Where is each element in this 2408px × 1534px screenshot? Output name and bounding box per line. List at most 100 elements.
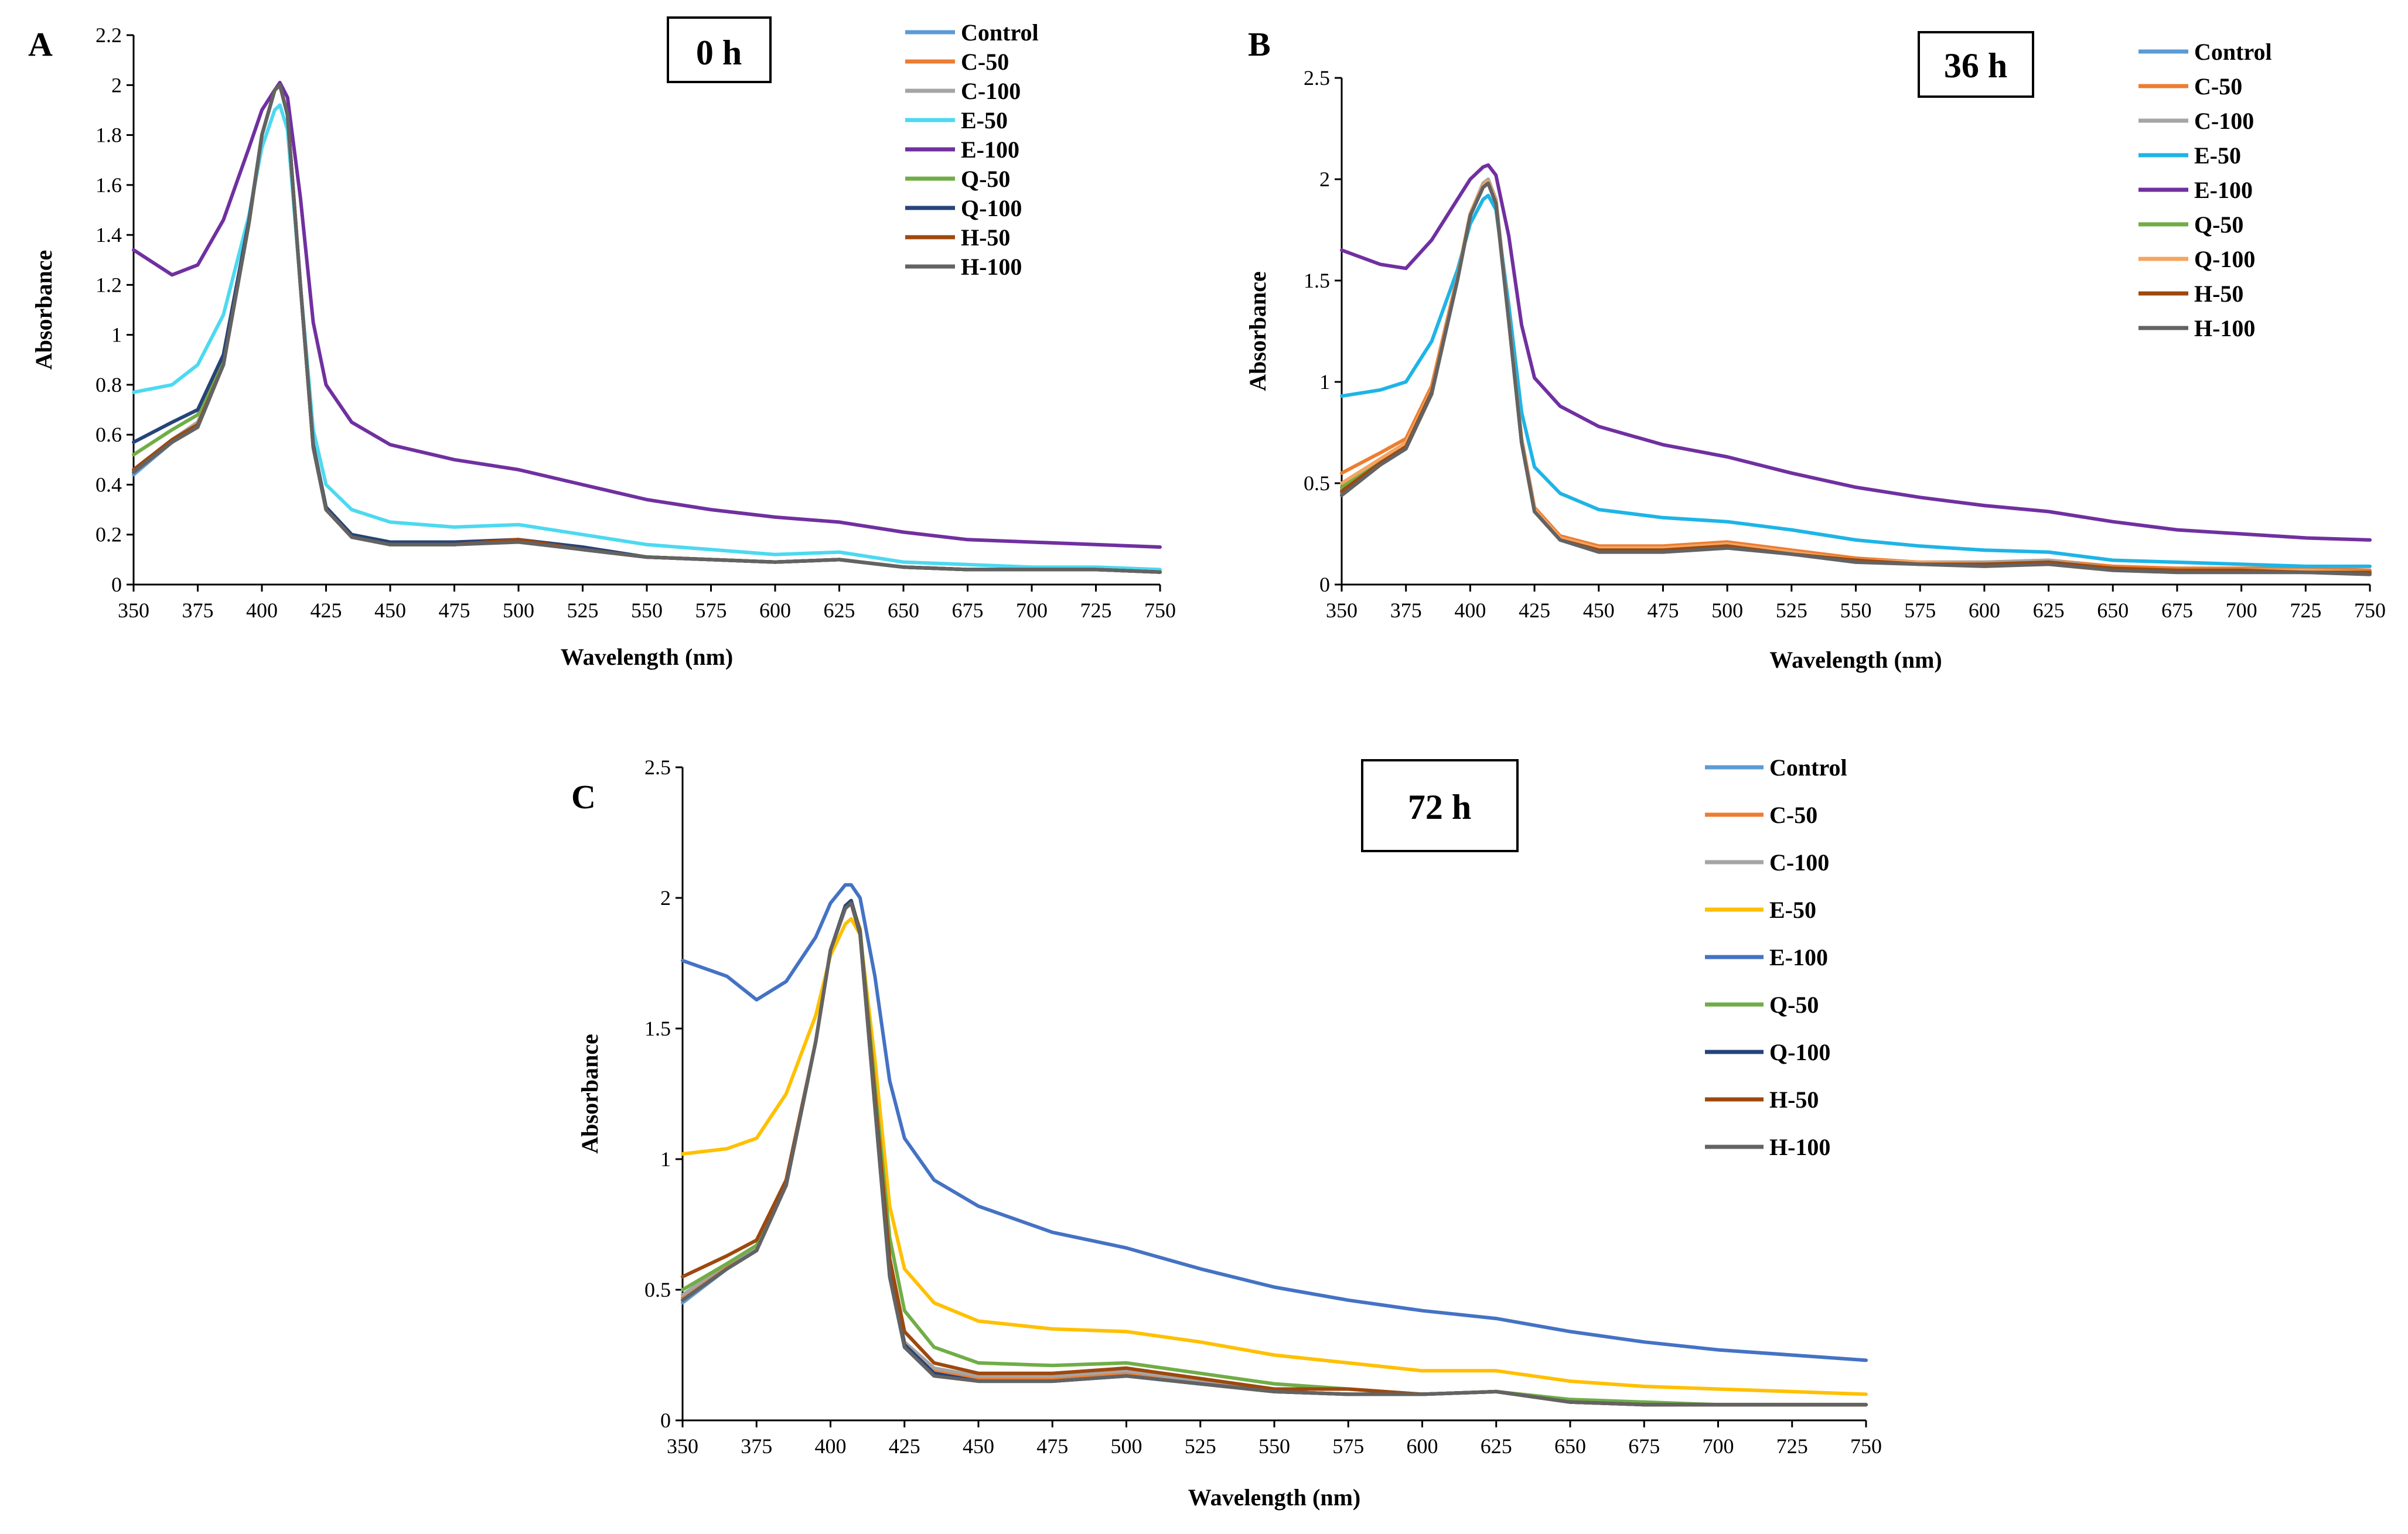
legend-label: Q-50 <box>1769 992 1819 1018</box>
x-tick-label: 425 <box>1519 599 1550 622</box>
y-tick-label: 1 <box>660 1147 671 1171</box>
legend-label: Q-100 <box>2194 246 2255 272</box>
x-tick-label: 475 <box>439 599 470 622</box>
series-line-h-50 <box>681 901 1868 1407</box>
y-axis-label: Absorbance <box>1244 271 1271 391</box>
x-tick-label: 400 <box>815 1434 847 1458</box>
x-tick-label: 400 <box>246 599 278 622</box>
x-tick-label: 350 <box>1326 599 1358 622</box>
x-tick-label: 750 <box>2354 599 2386 622</box>
panel-b-chart: B 0 0.5 1 1.5 2 2.5 350 375 400 425 450 475 500 525 55… <box>1244 25 2386 673</box>
y-tick-label: 0 <box>1319 573 1330 596</box>
legend-label: Q-50 <box>961 166 1010 192</box>
legend-label: H-100 <box>2194 315 2255 341</box>
x-axis-label: Wavelength (nm) <box>1188 1484 1360 1511</box>
time-label-box <box>667 16 772 83</box>
x-tick-label: 550 <box>1258 1434 1290 1458</box>
x-tick-label: 725 <box>1080 599 1112 622</box>
y-tick-label: 1.2 <box>95 273 122 296</box>
x-tick-label: 375 <box>1390 599 1422 622</box>
x-tick-label: 450 <box>1583 599 1615 622</box>
x-tick-label: 525 <box>1185 1434 1216 1458</box>
legend-label: Q-100 <box>1769 1039 1830 1065</box>
series-line-control <box>681 901 1868 1407</box>
x-tick-label: 750 <box>1850 1434 1882 1458</box>
x-tick-label: 375 <box>182 599 214 622</box>
x-tick-label: 600 <box>1969 599 2000 622</box>
x-tick-label: 500 <box>1111 1434 1142 1458</box>
series-line-c-100 <box>1340 177 2372 575</box>
y-tick-label: 2 <box>1319 168 1330 191</box>
x-tick-label: 425 <box>311 599 342 622</box>
y-tick-label: 2.5 <box>644 756 671 779</box>
y-tick-label: 0.5 <box>1304 472 1330 495</box>
legend-label: H-100 <box>961 254 1022 280</box>
x-tick-label: 625 <box>2033 599 2065 622</box>
legend-label: Control <box>1769 754 1847 781</box>
y-tick-label: 1.4 <box>95 223 122 247</box>
series-line-c-100 <box>681 901 1868 1407</box>
x-tick-label: 625 <box>824 599 855 622</box>
x-tick-label: 550 <box>1840 599 1872 622</box>
x-tick-label: 650 <box>888 599 919 622</box>
x-tick-label: 625 <box>1481 1434 1512 1458</box>
series-line-q-100 <box>681 898 1868 1407</box>
legend-label: Q-50 <box>2194 211 2243 238</box>
panel-letter: C <box>571 778 596 816</box>
x-tick-label: 600 <box>1407 1434 1438 1458</box>
x-tick-label: 675 <box>952 599 984 622</box>
series-line-h-100 <box>132 83 1162 574</box>
y-tick-label: 0.4 <box>95 473 122 496</box>
x-tick-label: 450 <box>963 1434 994 1458</box>
x-tick-label: 675 <box>1628 1434 1660 1458</box>
x-tick-label: 675 <box>2161 599 2193 622</box>
y-tick-label: 0 <box>660 1409 671 1432</box>
series-line-c-50 <box>1340 179 2372 572</box>
x-tick-label: 525 <box>1776 599 1807 622</box>
legend-label: E-50 <box>2194 142 2241 169</box>
x-tick-label: 400 <box>1454 599 1486 622</box>
y-tick-label: 0.8 <box>95 373 122 397</box>
x-tick-label: 650 <box>1554 1434 1586 1458</box>
x-tick-label: 475 <box>1647 599 1679 622</box>
y-tick-label: 1.5 <box>644 1017 671 1040</box>
legend-label: E-100 <box>1769 944 1828 971</box>
series-line-h-100 <box>681 901 1868 1407</box>
series-line-e-50 <box>681 917 1868 1396</box>
x-tick-label: 425 <box>889 1434 920 1458</box>
y-tick-label: 2 <box>111 73 122 97</box>
y-tick-label: 1 <box>111 323 122 347</box>
time-label-box <box>1361 759 1519 852</box>
x-axis-label: Wavelength (nm) <box>561 644 733 670</box>
x-tick-label: 500 <box>1711 599 1743 622</box>
y-tick-label: 2.2 <box>95 23 122 47</box>
legend-label: C-50 <box>1769 802 1817 828</box>
series-line-h-100 <box>1340 181 2372 576</box>
legend-label: C-50 <box>961 49 1009 75</box>
x-tick-label: 725 <box>2290 599 2321 622</box>
legend-label: H-50 <box>1769 1087 1819 1113</box>
legend-label: C-100 <box>961 78 1021 104</box>
x-tick-label: 525 <box>567 599 599 622</box>
series-line-control <box>1340 181 2372 575</box>
x-tick-label: 575 <box>695 599 727 622</box>
series-line-e-100 <box>132 81 1162 549</box>
x-tick-label: 500 <box>503 599 534 622</box>
x-tick-label: 700 <box>1016 599 1048 622</box>
y-tick-label: 2 <box>660 886 671 910</box>
y-axis-label: Absorbance <box>30 250 57 370</box>
legend-label: H-50 <box>2194 281 2243 307</box>
x-tick-label: 350 <box>667 1434 698 1458</box>
series-line-h-50 <box>1340 181 2372 575</box>
y-tick-label: 1.6 <box>95 173 122 197</box>
x-tick-label: 600 <box>759 599 791 622</box>
x-tick-label: 650 <box>2097 599 2129 622</box>
series-line-e-100 <box>681 883 1868 1362</box>
legend-label: E-50 <box>961 107 1008 134</box>
series-line-q-50 <box>1340 181 2372 575</box>
legend-label: H-50 <box>961 224 1010 251</box>
y-tick-label: 1.8 <box>95 124 122 147</box>
legend-label: E-50 <box>1769 897 1816 923</box>
panel-letter: A <box>28 25 53 63</box>
